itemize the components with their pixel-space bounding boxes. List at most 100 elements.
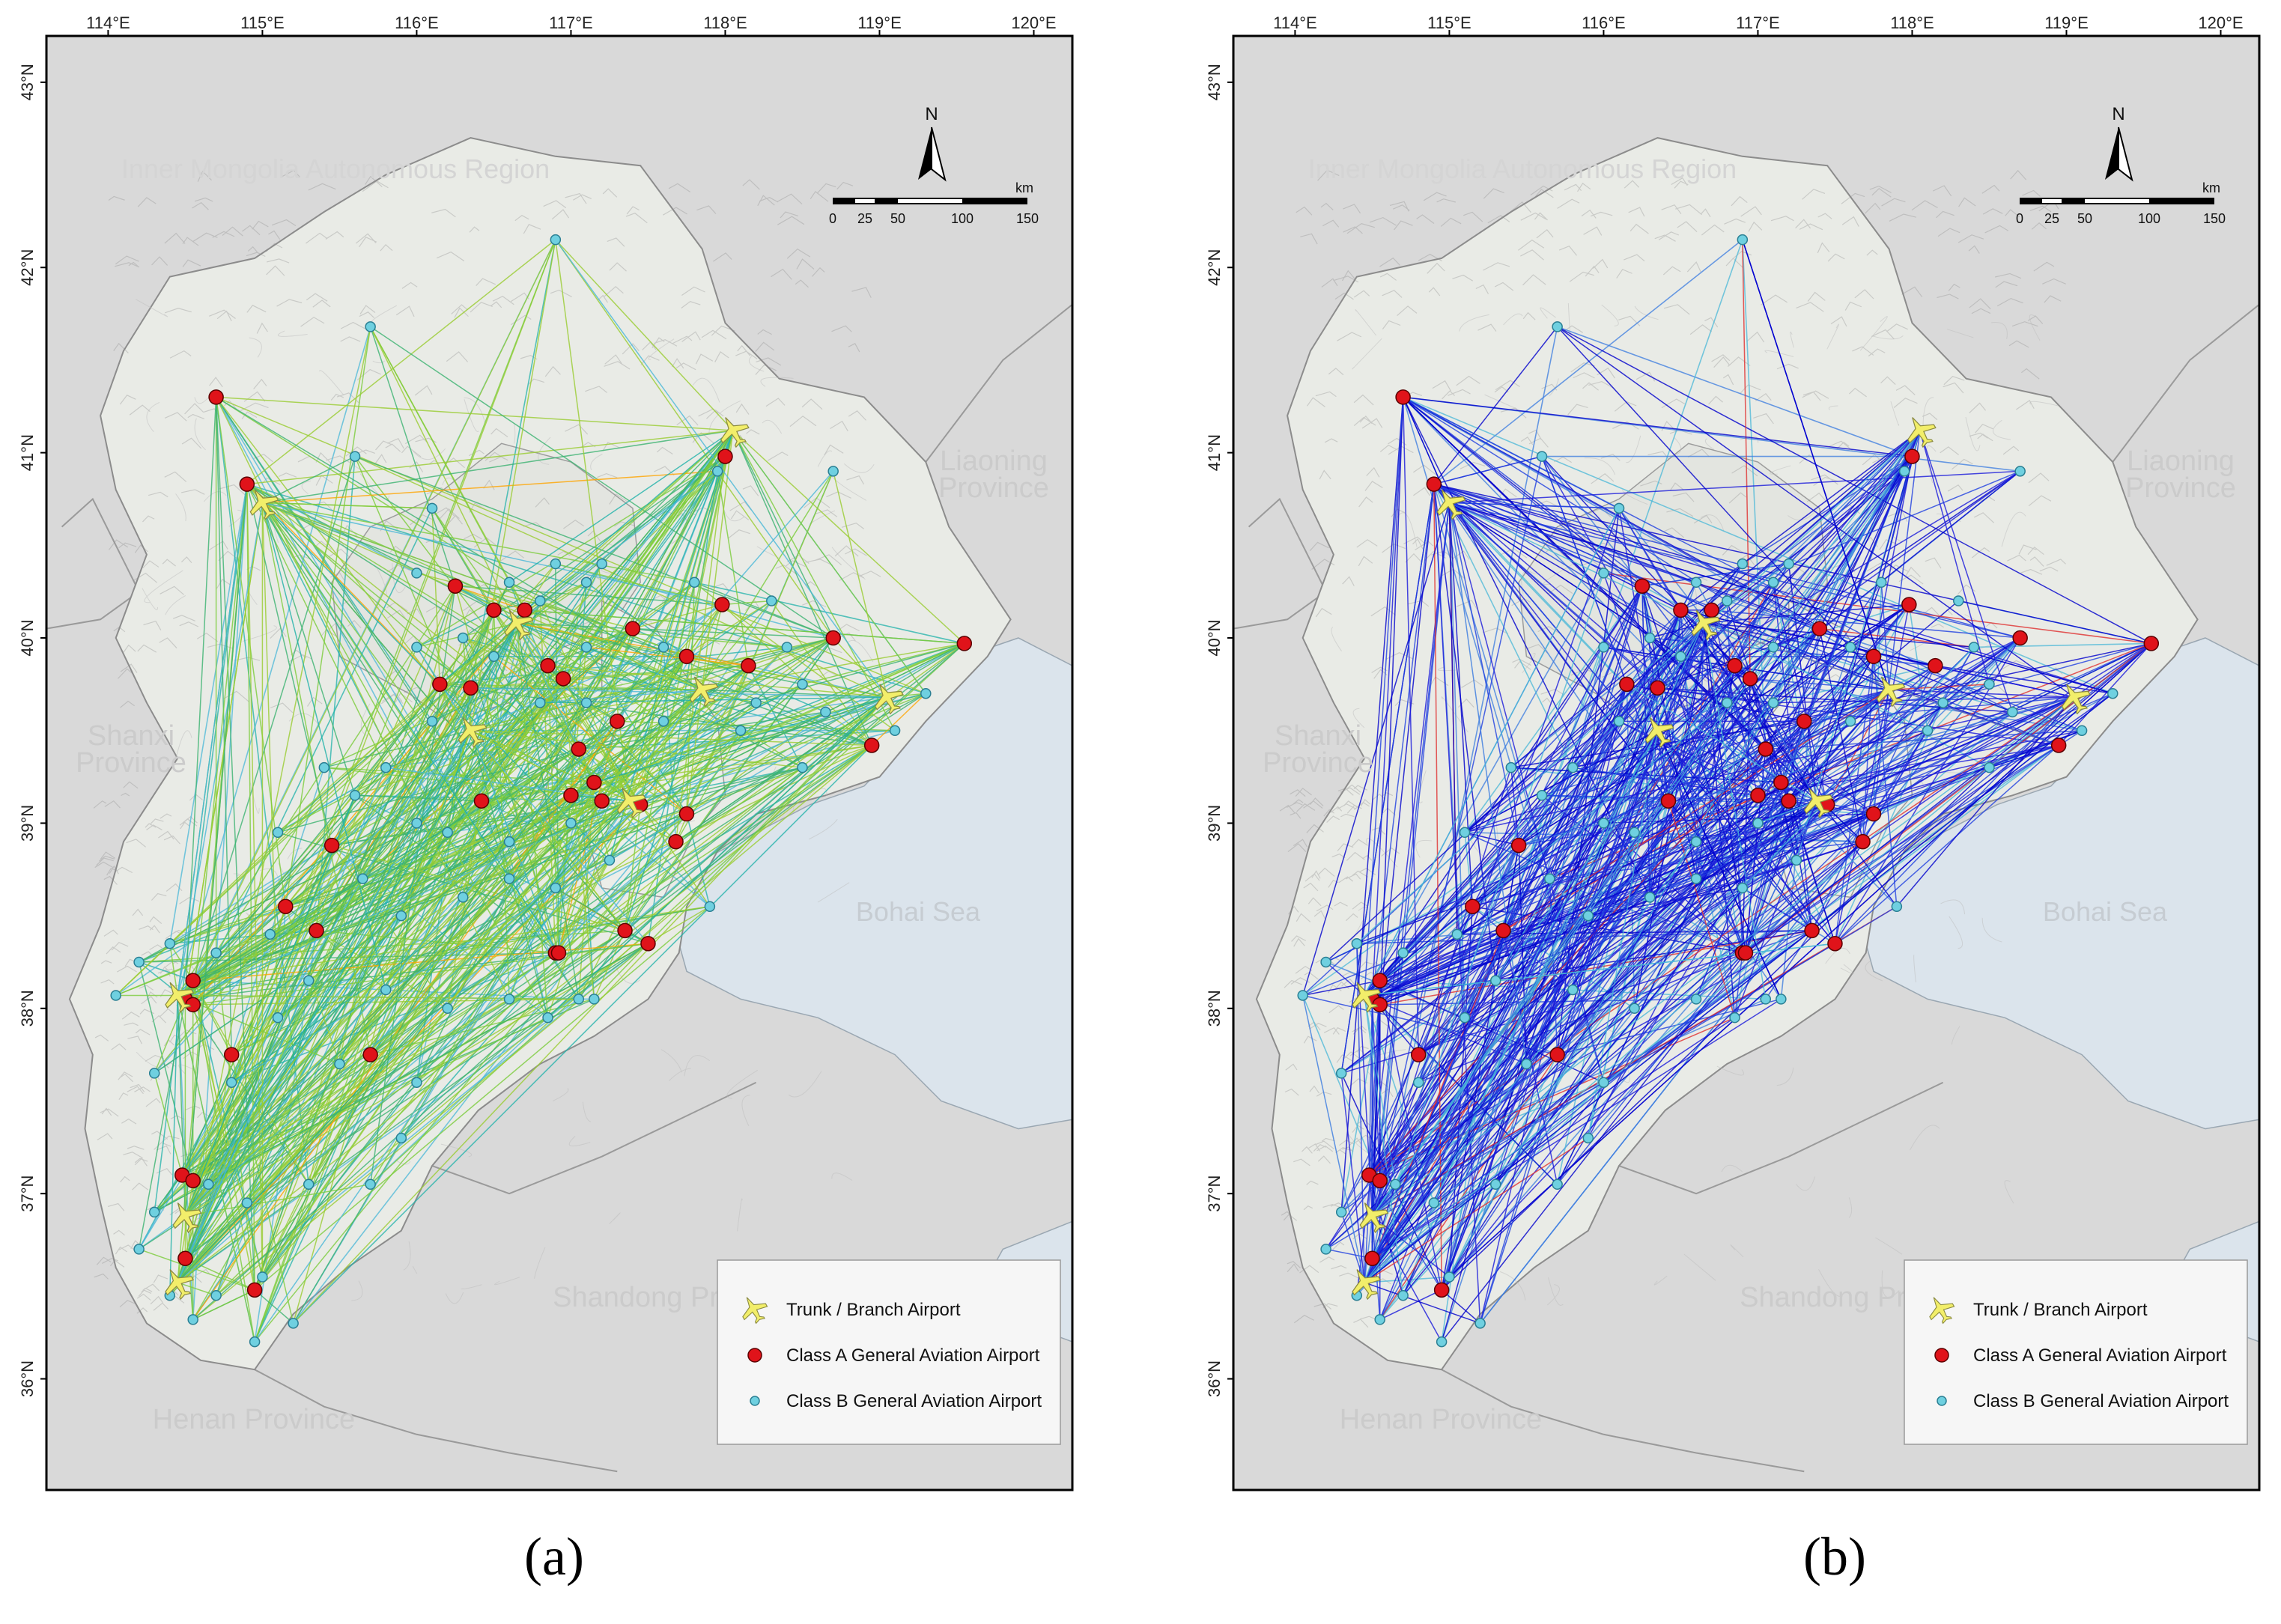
route-line bbox=[246, 483, 702, 690]
class-b-airport-marker bbox=[550, 558, 562, 570]
route-line bbox=[1371, 1008, 1635, 1217]
route-line bbox=[1364, 642, 2152, 1283]
route-line bbox=[254, 800, 631, 1342]
route-line bbox=[1379, 470, 1905, 1006]
class-b-airport-marker bbox=[1922, 725, 1934, 736]
class-b-airport-marker bbox=[1690, 873, 1702, 884]
route-line bbox=[1880, 582, 1890, 690]
route-line bbox=[184, 239, 556, 1217]
route-line bbox=[386, 767, 630, 802]
route-line bbox=[1364, 646, 1774, 997]
class-b-airport-marker bbox=[1536, 790, 1548, 801]
route-line bbox=[1379, 502, 1451, 1181]
route-line bbox=[177, 800, 631, 1283]
route-line bbox=[1379, 484, 1435, 1005]
scale-tick-label: 0 bbox=[2016, 211, 2023, 226]
caption-b: (b) bbox=[1803, 1527, 1866, 1587]
route-line bbox=[1379, 628, 1820, 1006]
route-line bbox=[192, 622, 517, 982]
route-line bbox=[1742, 239, 1890, 690]
route-line bbox=[1325, 1248, 1373, 1259]
lon-tick-label: 115°E bbox=[1427, 13, 1471, 32]
class-a-airport-marker bbox=[2143, 636, 2160, 651]
route-line bbox=[254, 656, 687, 1291]
route-line bbox=[721, 603, 872, 746]
trunk-airport-plane-icon bbox=[504, 609, 534, 641]
route-line bbox=[1433, 609, 1682, 1203]
route-line bbox=[154, 484, 248, 1213]
route-line bbox=[1364, 508, 1620, 996]
class-a-airport-marker bbox=[185, 973, 201, 988]
class-b-airport-marker bbox=[303, 975, 315, 986]
class-b-airport-marker bbox=[1767, 697, 1779, 708]
north-label: N bbox=[925, 104, 938, 124]
route-line bbox=[462, 637, 834, 898]
trunk-airport-plane-icon bbox=[1644, 717, 1674, 748]
route-line bbox=[1441, 767, 1990, 1291]
class-b-airport-marker bbox=[1297, 990, 1308, 1001]
class-a-airport-marker bbox=[1433, 1282, 1450, 1298]
route-line bbox=[354, 455, 833, 639]
lon-tick-label: 120°E bbox=[1011, 13, 1056, 32]
route-line bbox=[1464, 586, 1643, 1018]
class-b-airport-marker bbox=[565, 818, 577, 829]
route-line bbox=[1364, 767, 1573, 1283]
route-line bbox=[1765, 642, 2151, 750]
class-b-airport-marker bbox=[1451, 928, 1463, 940]
route-line bbox=[470, 730, 676, 842]
route-line bbox=[1340, 1073, 1365, 1283]
class-a-airport-marker bbox=[586, 774, 602, 791]
lat-tick-label: 37°N bbox=[1205, 1176, 1224, 1212]
class-a-airport-marker bbox=[1372, 1173, 1388, 1189]
class-a-airport-marker bbox=[1465, 898, 1480, 914]
class-a-airport-marker bbox=[324, 837, 340, 854]
route-line bbox=[246, 484, 440, 685]
route-line bbox=[1441, 1289, 1481, 1324]
route-line bbox=[1433, 952, 1743, 1204]
route-line bbox=[215, 397, 287, 907]
label-liaoning: Liaoning bbox=[940, 445, 1048, 477]
route-line bbox=[640, 696, 888, 806]
class-b-airport-marker bbox=[503, 836, 515, 848]
route-line bbox=[1364, 952, 1743, 1283]
class-a-airport-marker bbox=[185, 1173, 201, 1189]
route-line bbox=[192, 943, 649, 1320]
route-line bbox=[1495, 800, 1817, 1185]
route-line bbox=[184, 484, 248, 1216]
route-line bbox=[555, 563, 723, 606]
route-line bbox=[207, 665, 549, 1185]
class-b-airport-marker bbox=[164, 937, 176, 949]
route-line bbox=[1364, 397, 1404, 996]
class-b-airport-marker bbox=[534, 595, 546, 606]
route-line bbox=[315, 430, 734, 931]
class-b-airport-marker bbox=[148, 1206, 160, 1218]
route-line bbox=[1433, 455, 1543, 485]
route-line bbox=[262, 502, 695, 583]
trunk-airport-plane-icon bbox=[165, 1269, 195, 1301]
route-line bbox=[1502, 930, 1558, 1184]
route-line bbox=[416, 696, 888, 1083]
class-b-airport-marker bbox=[1335, 1068, 1347, 1079]
route-line bbox=[1364, 995, 1397, 1184]
class-b-airport-marker bbox=[1598, 1077, 1609, 1088]
route-line bbox=[184, 678, 564, 1217]
lon-tick-label: 116°E bbox=[395, 13, 439, 32]
route-line bbox=[1356, 930, 1504, 945]
route-line bbox=[1433, 484, 1813, 931]
route-line bbox=[1448, 502, 1620, 722]
route-line bbox=[1356, 430, 1921, 944]
class-b-airport-marker bbox=[1320, 956, 1331, 968]
route-line bbox=[192, 980, 264, 1277]
route-line bbox=[1889, 684, 1990, 691]
class-b-airport-marker bbox=[1629, 827, 1640, 839]
trunk-airport-plane-icon bbox=[249, 489, 279, 520]
class-b-airport-marker bbox=[827, 466, 839, 477]
route-line bbox=[1641, 586, 1650, 898]
route-line bbox=[1379, 684, 1628, 1320]
class-a-airport-marker bbox=[678, 648, 695, 665]
class-b-airport-marker bbox=[241, 1197, 253, 1208]
class-b-airport-marker bbox=[550, 234, 562, 246]
class-b-airport-marker bbox=[503, 577, 515, 589]
route-line bbox=[292, 656, 687, 1324]
route-line bbox=[1302, 994, 1558, 1056]
